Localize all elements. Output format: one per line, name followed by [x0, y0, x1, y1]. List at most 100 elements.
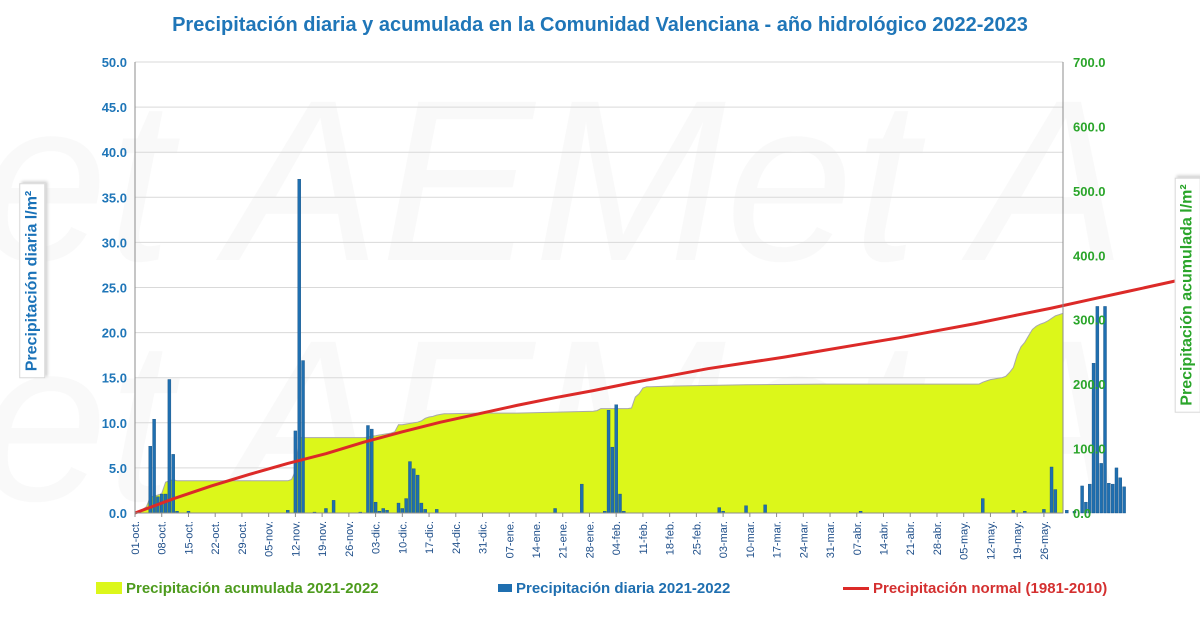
daily-bar [1091, 363, 1096, 514]
axes [134, 62, 1064, 514]
daily-bar [1080, 485, 1084, 514]
daily-bar [415, 474, 420, 514]
x-tick-label: 04-feb. [611, 521, 623, 555]
x-tick-label: 08-oct. [157, 521, 169, 555]
x-axis-ticks: 01-oct. 08-oct. 15-oct. 22-oct. 29-oct. 05-no… [130, 513, 1051, 560]
chart-title: Precipitación diaria y acumulada en la C… [172, 14, 1028, 36]
daily-bar [553, 508, 557, 514]
x-tick-label: 31-dic. [478, 521, 490, 554]
x-tick-label: 12-nov. [290, 521, 302, 557]
daily-bar [610, 446, 615, 514]
daily-bar [981, 498, 985, 514]
legend-item-normal: Precipitación normal (1981-2010) [843, 578, 1107, 598]
right-tick-label: 200.0 [1073, 377, 1106, 392]
daily-bar [293, 430, 298, 514]
daily-bar [366, 425, 370, 514]
x-tick-label: 14-ene. [531, 521, 543, 558]
x-tick-label: 22-oct. [210, 521, 222, 555]
x-tick-label: 05-may. [959, 521, 971, 560]
x-tick-label: 11-feb. [638, 521, 650, 554]
daily-bar [717, 507, 721, 514]
right-axis-ticks: 0.0 100.0 200.0 300.0 400.0 500.0 600.0 700.0 [1073, 55, 1106, 521]
daily-bar [1095, 306, 1100, 514]
daily-bar [152, 418, 156, 514]
right-tick-label: 700.0 [1073, 55, 1106, 70]
daily-bar [412, 468, 416, 514]
legend-label-normal: Precipitación normal (1981-2010) [873, 579, 1108, 597]
daily-bar [1103, 306, 1107, 514]
daily-bar [1084, 501, 1088, 514]
legend-label-daily: Precipitación diaria 2021-2022 [516, 579, 731, 597]
normal-line [134, 274, 1200, 515]
x-tick-label: 17-dic. [424, 521, 436, 554]
daily-bar [1099, 463, 1103, 514]
x-tick-label: 03-mar. [718, 521, 730, 558]
left-tick-label: 0.0 [109, 506, 127, 521]
x-tick-label: 10-dic. [397, 521, 409, 554]
normal-line-layer [134, 274, 1200, 515]
left-tick-label: 35.0 [102, 190, 127, 205]
x-tick-label: 19-nov. [317, 521, 329, 557]
daily-bar [1110, 483, 1115, 514]
x-tick-label: 12-may. [985, 521, 997, 560]
daily-bar [400, 508, 405, 514]
right-tick-label: 300.0 [1073, 313, 1106, 328]
daily-bar [1053, 489, 1058, 514]
daily-bar [404, 498, 408, 514]
daily-bar [167, 379, 172, 514]
daily-bar [419, 502, 424, 514]
right-tick-label: 0.0 [1073, 506, 1091, 521]
x-tick-label: 31-mar. [825, 521, 837, 558]
left-tick-label: 45.0 [102, 100, 127, 115]
daily-bar [763, 504, 767, 514]
x-tick-label: 19-may. [1012, 521, 1024, 560]
daily-bar [1088, 483, 1092, 514]
legend-label-accumulated: Precipitación acumulada 2021-2022 [126, 579, 379, 597]
left-tick-label: 20.0 [102, 326, 127, 341]
x-tick-label: 24-mar. [798, 521, 810, 558]
x-tick-label: 07-abr. [852, 521, 864, 555]
x-tick-label: 07-ene. [504, 521, 516, 558]
x-tick-label: 28-abr. [932, 521, 944, 555]
x-tick-label: 21-abr. [905, 521, 917, 555]
y-axis-right-label: Precipitación acumulada l/m² [1174, 177, 1200, 413]
left-tick-label: 25.0 [102, 281, 127, 296]
left-axis-ticks: 0.0 5.0 10.0 15.0 20.0 25.0 30.0 35.0 40.0 45.0 50… [102, 55, 127, 521]
daily-bar [301, 360, 305, 514]
daily-bar [373, 501, 378, 514]
daily-bar [1118, 477, 1122, 514]
x-tick-label: 15-oct. [183, 521, 195, 555]
x-tick-label: 03-dic. [371, 521, 383, 554]
left-tick-label: 10.0 [102, 416, 127, 431]
x-tick-label: 26-nov. [344, 521, 356, 557]
legend-item-daily: Precipitación diaria 2021-2022 [498, 578, 730, 598]
right-tick-label: 400.0 [1073, 248, 1106, 263]
daily-bar [381, 508, 385, 514]
daily-bar [618, 493, 622, 514]
right-tick-label: 500.0 [1073, 184, 1106, 199]
legend-item-accumulated: Precipitación acumulada 2021-2022 [96, 578, 379, 598]
left-tick-label: 15.0 [102, 371, 127, 386]
right-tick-label: 100.0 [1073, 442, 1106, 457]
legend-swatch-normal [843, 586, 869, 590]
watermark-text-1: et AEMet A [0, 52, 1126, 309]
daily-bar [1042, 509, 1046, 514]
daily-bar [148, 446, 152, 514]
grid [135, 61, 1063, 469]
daily-bar [1122, 486, 1126, 514]
daily-bar [171, 454, 175, 514]
x-tick-label: 18-feb. [665, 521, 677, 555]
x-tick-label: 26-may. [1039, 521, 1051, 560]
daily-bar [1107, 483, 1111, 514]
x-tick-label: 17-mar. [772, 521, 784, 558]
daily-bar [1049, 466, 1054, 514]
left-tick-label: 50.0 [102, 55, 127, 70]
legend-swatch-daily [498, 584, 512, 592]
x-tick-label: 25-feb. [691, 521, 703, 555]
x-tick-label: 24-dic. [451, 521, 463, 554]
daily-bar [435, 509, 439, 514]
x-tick-label: 21-ene. [558, 521, 570, 558]
daily-bar [614, 404, 618, 514]
legend-swatch-accumulated [96, 582, 122, 594]
